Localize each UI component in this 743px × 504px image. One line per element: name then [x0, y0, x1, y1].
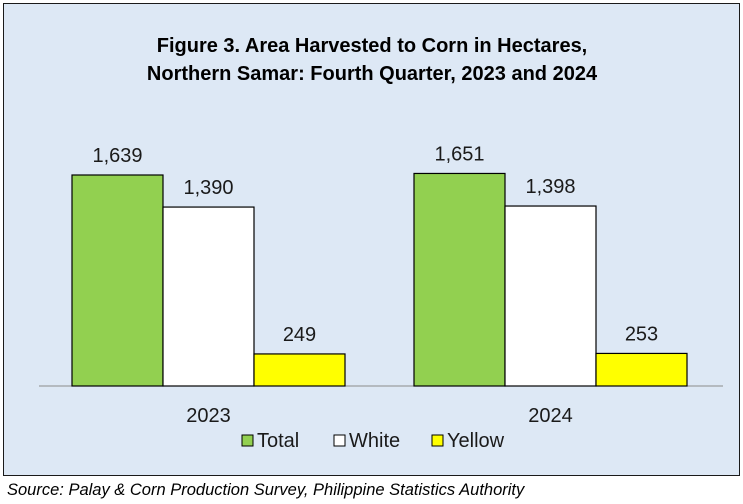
legend-label-total: Total — [257, 430, 299, 452]
legend-label-yellow: Yellow — [447, 430, 505, 452]
source-note: Source: Palay & Corn Production Survey, … — [7, 481, 525, 499]
data-label-total-2023: 1,639 — [92, 145, 142, 167]
data-label-white-2024: 1,398 — [525, 176, 575, 198]
data-label-white-2023: 1,390 — [183, 177, 233, 199]
chart-svg: Figure 3. Area Harvested to Corn in Hect… — [39, 35, 723, 452]
data-label-yellow-2023: 249 — [283, 324, 316, 346]
bar-total-2024 — [413, 172, 506, 387]
x-tick-label-2023: 2023 — [186, 405, 231, 427]
data-label-total-2024: 1,651 — [434, 143, 484, 165]
chart-title-line-1: Figure 3. Area Harvested to Corn in Hect… — [157, 35, 588, 57]
plot-area: 1,639 1,390 249 2023 1,651 1,398 253 2024 — [39, 143, 723, 427]
legend-swatch-total — [241, 434, 254, 447]
bar-total-2023 — [71, 174, 164, 387]
legend: Total White Yellow — [241, 430, 505, 452]
chart-title-line-2: Northern Samar: Fourth Quarter, 2023 and… — [147, 63, 598, 85]
bar-white-2023 — [162, 206, 255, 387]
bar-yellow-2023 — [253, 353, 346, 387]
legend-label-white: White — [349, 430, 400, 452]
legend-swatch-yellow — [431, 434, 444, 447]
bar-yellow-2024 — [595, 352, 688, 387]
legend-swatch-white — [333, 434, 346, 447]
x-tick-label-2024: 2024 — [528, 405, 573, 427]
data-label-yellow-2024: 253 — [625, 323, 658, 345]
bar-white-2024 — [504, 205, 597, 387]
chart-frame: Figure 3. Area Harvested to Corn in Hect… — [3, 3, 740, 476]
